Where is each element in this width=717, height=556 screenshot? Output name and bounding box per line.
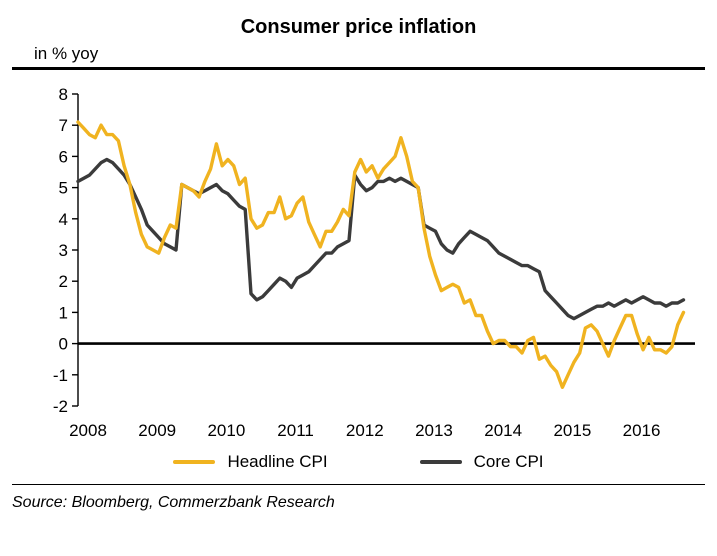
x-tick-label: 2016: [623, 421, 661, 440]
cpi-chart-panel: Consumer price inflation in % yoy 8 7 6 5 4 3…: [12, 16, 705, 511]
x-tick-label: 2014: [484, 421, 522, 440]
legend-label-headline: Headline CPI: [227, 452, 328, 471]
x-tick-label: 2015: [553, 421, 591, 440]
y-tick-label: 0: [59, 335, 68, 354]
y-axis-unit-label: in % yoy: [34, 44, 99, 63]
headline-line-swatch: [173, 460, 216, 464]
y-tick-label: 7: [59, 116, 68, 135]
source-note: Source: Bloomberg, Commerzbank Research: [12, 494, 335, 511]
x-tick-label: 2009: [138, 421, 176, 440]
headline-cpi-line: [76, 120, 686, 389]
footer-divider: [12, 484, 705, 485]
y-tick-label: 6: [59, 147, 68, 166]
header-divider: [12, 67, 705, 70]
chart-legend: Headline CPI Core CPI: [12, 452, 705, 472]
x-tick-label: 2013: [415, 421, 453, 440]
y-tick-label: 5: [59, 179, 68, 198]
x-tick-label: 2010: [207, 421, 245, 440]
y-tick-label: 1: [59, 303, 68, 322]
core-line-swatch: [419, 460, 462, 464]
legend-item-core: Core CPI: [419, 452, 544, 472]
y-tick-label: 4: [59, 210, 68, 229]
y-tick-label: 2: [59, 272, 68, 291]
legend-label-core: Core CPI: [473, 452, 544, 471]
core-cpi-line: [76, 157, 686, 321]
x-tick-label: 2012: [346, 421, 384, 440]
y-tick-label: 3: [59, 241, 68, 260]
x-tick-label: 2011: [277, 421, 314, 440]
y-tick-label: -1: [53, 366, 68, 385]
legend-item-headline: Headline CPI: [173, 452, 328, 472]
y-tick-label: 8: [59, 85, 68, 104]
chart-title: Consumer price inflation: [240, 16, 477, 38]
x-tick-label: 2008: [69, 421, 107, 440]
y-tick-label: -2: [53, 397, 68, 416]
